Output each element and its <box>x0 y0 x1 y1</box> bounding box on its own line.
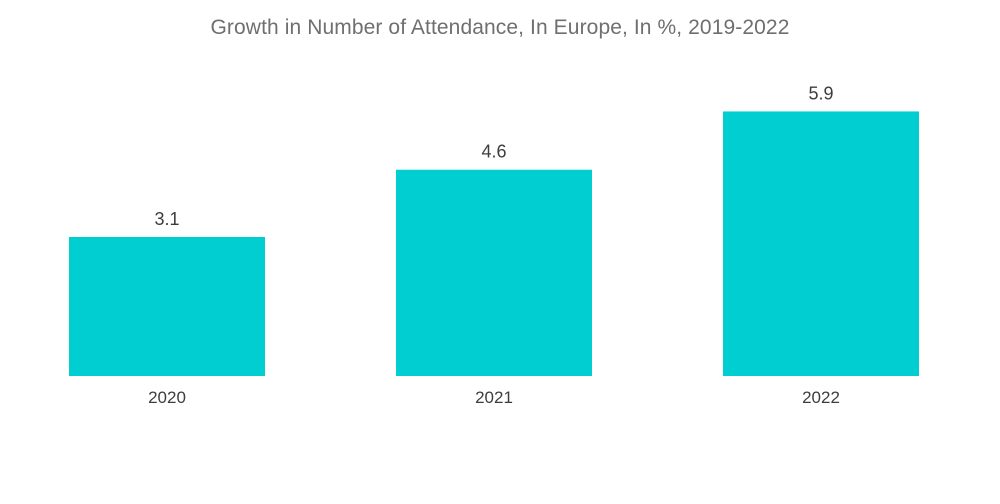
bar-2022 <box>723 111 919 377</box>
x-tick-label-2021: 2021 <box>475 388 513 407</box>
data-label-2022: 5.9 <box>808 83 833 103</box>
data-label-2021: 4.6 <box>481 142 506 162</box>
data-label-2020: 3.1 <box>154 209 179 229</box>
chart-title: Growth in Number of Attendance, In Europ… <box>210 16 790 39</box>
x-tick-label-2020: 2020 <box>148 388 186 407</box>
x-tick-label-2022: 2022 <box>802 388 840 407</box>
bar-2020 <box>69 237 265 376</box>
bar-2021 <box>396 169 592 376</box>
